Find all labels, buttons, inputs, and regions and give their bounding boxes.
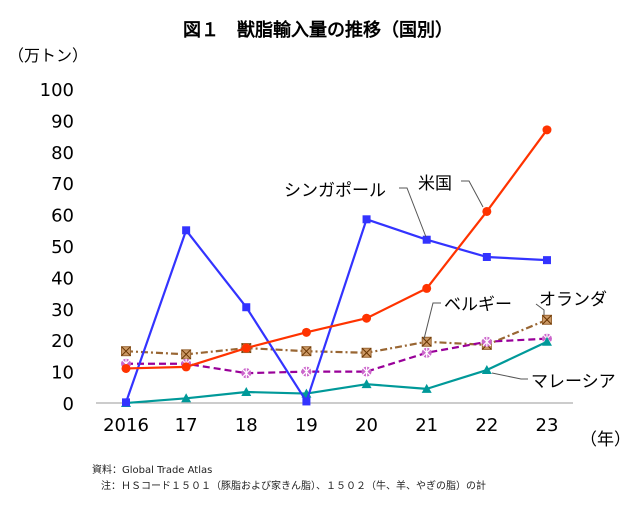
data-point [482, 252, 491, 261]
x-tick-label: 18 [235, 415, 258, 436]
callout-line-singapore [399, 187, 427, 238]
x-axis-unit-label: （年） [580, 430, 631, 450]
callout-line-usa [461, 180, 484, 208]
chart-title: 図１ 獣脂輸入量の推移（国別） [183, 19, 453, 41]
source-note: 資料：Global Trade Atlas [92, 465, 213, 476]
y-tick-label: 40 [51, 268, 74, 289]
data-point [542, 256, 551, 265]
y-tick-labels: 0 10 20 30 40 50 60 70 80 90 100 [40, 80, 74, 415]
annotation-netherlands: オランダ [539, 290, 607, 310]
data-point [241, 368, 252, 379]
data-point [121, 363, 131, 373]
data-point [242, 303, 251, 312]
x-tick-label: 23 [536, 415, 559, 436]
data-point [482, 206, 492, 216]
data-point [241, 343, 251, 353]
y-tick-label: 90 [51, 111, 74, 132]
data-point [422, 283, 432, 293]
series-line [125, 340, 548, 405]
data-point [122, 398, 130, 407]
y-axis-unit-label: （万トン） [8, 46, 88, 65]
data-point [121, 346, 131, 357]
annotation-usa: 米国 [418, 174, 452, 194]
data-point [421, 383, 432, 393]
y-tick-label: 70 [51, 174, 74, 195]
series-line [125, 318, 548, 356]
x-tick-label: 19 [295, 415, 318, 436]
y-tick-label: 100 [40, 80, 74, 101]
data-point [481, 336, 492, 347]
data-point [541, 314, 552, 325]
data-point [181, 393, 192, 403]
y-tick-label: 60 [51, 206, 74, 227]
y-tick-label: 80 [51, 143, 74, 164]
data-point [361, 379, 372, 389]
data-point [241, 387, 252, 397]
x-tick-label: 20 [355, 415, 378, 436]
data-point [361, 347, 372, 358]
data-point [361, 366, 372, 377]
data-point [481, 365, 492, 375]
data-point [421, 336, 432, 347]
data-point [301, 366, 312, 377]
data-point [181, 362, 191, 372]
callout-line-malaysia [491, 372, 528, 380]
y-tick-label: 10 [51, 363, 74, 384]
annotation-malaysia: マレーシア [531, 372, 616, 392]
data-point [302, 397, 311, 406]
data-point [301, 346, 312, 357]
x-tick-labels: 2016 17 18 19 20 21 22 23 [103, 415, 558, 436]
data-point [542, 125, 552, 135]
series-circle [121, 125, 552, 373]
callout-line-belgium [423, 302, 441, 340]
data-point [362, 215, 371, 224]
data-point [301, 327, 311, 337]
series-line [126, 337, 548, 375]
annotation-singapore: シンガポール [284, 181, 386, 201]
data-point [181, 349, 192, 360]
series-square [122, 215, 551, 407]
series-group [121, 125, 552, 407]
x-tick-label: 22 [475, 415, 498, 436]
annotation-belgium: ベルギー [444, 295, 512, 315]
series-line [125, 129, 548, 370]
data-point [422, 235, 431, 244]
series-line [124, 218, 548, 403]
y-tick-label: 50 [51, 237, 74, 258]
y-tick-label: 20 [51, 331, 74, 352]
callout-line-netherlands [535, 303, 545, 315]
data-point [421, 347, 432, 358]
y-tick-label: 30 [51, 300, 74, 321]
callout-group: シンガポール 米国 ベルギー オランダ マレーシア [284, 174, 616, 392]
data-point [362, 313, 372, 323]
data-point [541, 336, 552, 346]
data-point [182, 226, 191, 235]
x-tick-label: 17 [175, 415, 198, 436]
x-tick-label: 21 [415, 415, 438, 436]
footnote: 注：ＨＳコード１５０１（豚脂および家きん脂）、１５０２（牛、羊、やぎの脂）の計 [101, 481, 486, 492]
y-tick-label: 0 [63, 394, 74, 415]
x-tick-label: 2016 [103, 415, 149, 436]
